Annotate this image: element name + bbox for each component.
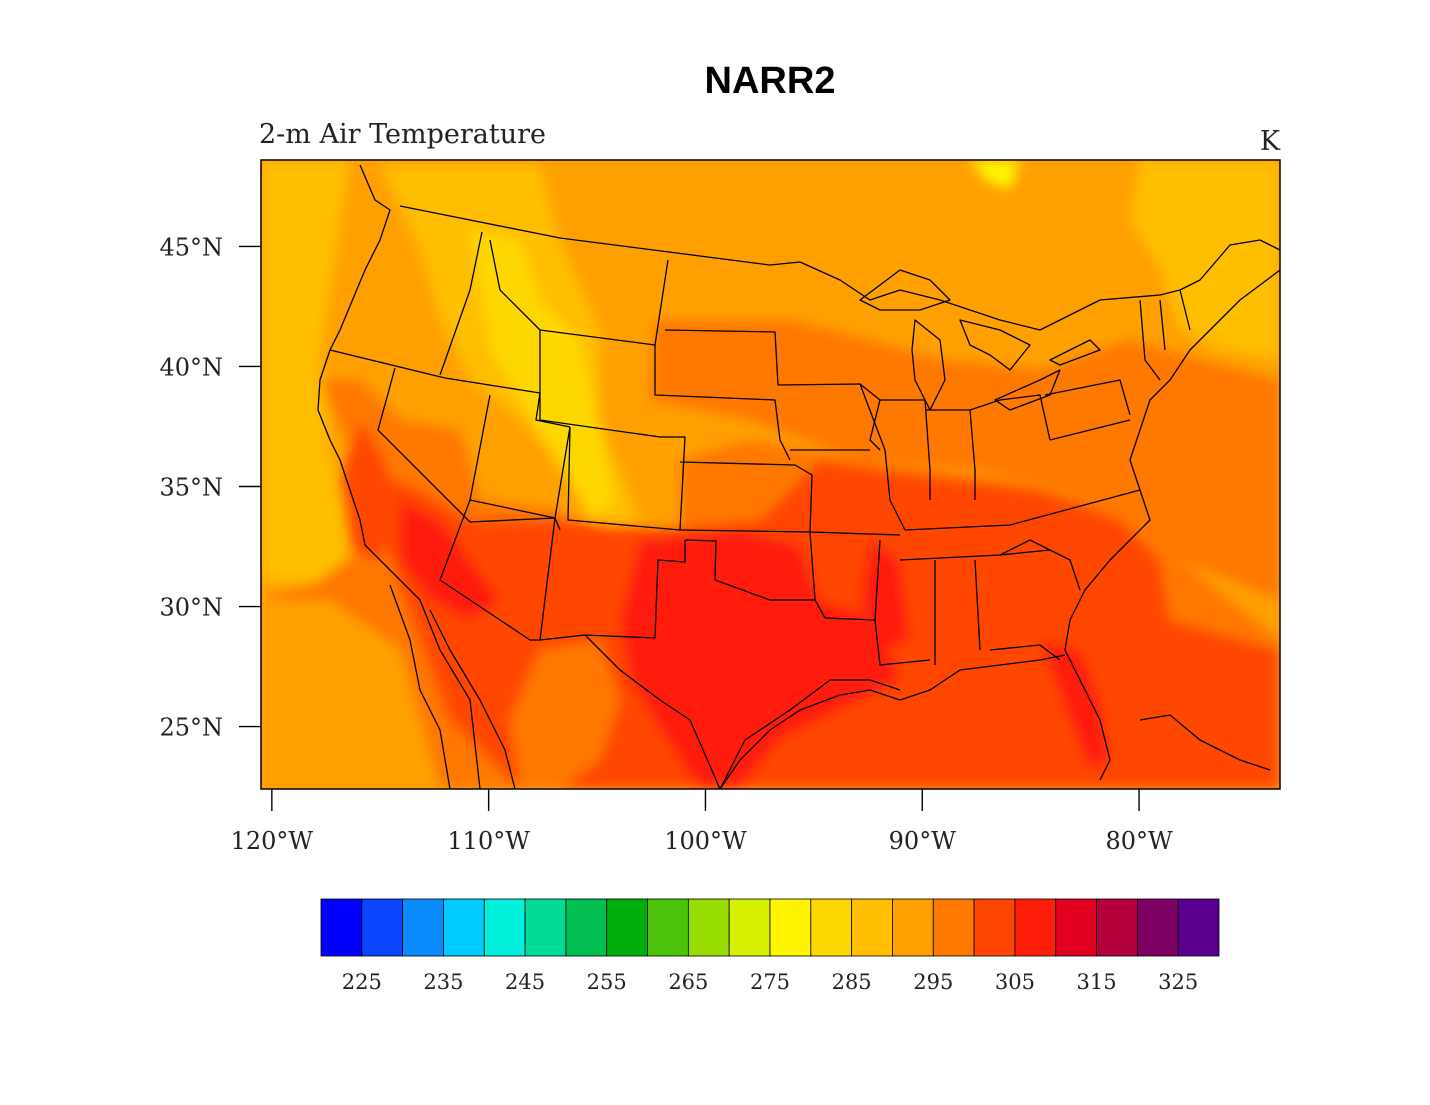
state-and-coast-boundaries xyxy=(317,164,1280,789)
lon-tick-label: 80°W xyxy=(1105,827,1173,855)
map-frame xyxy=(260,159,1281,790)
variable-subtitle: 2-m Air Temperature xyxy=(259,119,546,150)
colorbar-label: 275 xyxy=(750,970,790,994)
colorbar-swatch xyxy=(1136,898,1179,957)
latitude-axis: 25°N 30°N 35°N 40°N 45°N xyxy=(159,233,261,742)
longitude-axis: 120°W 110°W 100°W 90°W 80°W xyxy=(231,789,1173,855)
lat-tick-label: 40°N xyxy=(159,353,223,381)
colorbar-swatch xyxy=(1014,898,1057,957)
colorbar-swatch xyxy=(728,898,771,957)
colorbar-swatch xyxy=(647,898,689,957)
colorbar-label: 285 xyxy=(832,970,872,994)
colorbar-swatch xyxy=(320,898,363,957)
colorbar-swatch xyxy=(483,898,526,957)
lon-tick-label: 100°W xyxy=(664,827,747,855)
colorbar-swatch xyxy=(565,898,608,957)
colorbar-swatch xyxy=(810,898,853,957)
temperature-field xyxy=(261,160,1280,789)
colorbar-label: 305 xyxy=(995,970,1035,994)
lon-tick-label: 90°W xyxy=(889,827,957,855)
colorbar-swatch xyxy=(1177,898,1220,957)
colorbar-swatch xyxy=(851,898,893,957)
lon-tick-label: 120°W xyxy=(231,827,314,855)
lon-tick-label: 110°W xyxy=(447,827,530,855)
colorbar-swatch xyxy=(1096,898,1138,957)
colorbar-swatch xyxy=(402,898,444,957)
colorbar: 225 235 245 255 265 275 285 295 305 315 325 xyxy=(320,898,1220,994)
lat-tick-label: 45°N xyxy=(159,233,223,261)
colorbar-label: 225 xyxy=(342,970,382,994)
colorbar-swatch xyxy=(443,898,485,957)
colorbar-swatch xyxy=(361,898,404,957)
figure-title: NARR2 xyxy=(705,60,836,102)
units-label: K xyxy=(1260,126,1281,157)
lat-tick-label: 30°N xyxy=(159,594,223,622)
colorbar-swatch xyxy=(769,898,812,957)
colorbar-label: 235 xyxy=(423,970,463,994)
colorbar-swatch xyxy=(524,898,567,957)
lat-tick-label: 35°N xyxy=(159,474,223,502)
colorbar-swatch xyxy=(932,898,975,957)
colorbar-swatch xyxy=(687,898,730,957)
lat-tick-label: 25°N xyxy=(159,714,223,742)
colorbar-swatch xyxy=(1055,898,1097,957)
colorbar-swatch xyxy=(892,898,934,957)
colorbar-label: 295 xyxy=(913,970,953,994)
colorbar-label: 255 xyxy=(587,970,627,994)
colorbar-label: 245 xyxy=(505,970,545,994)
colorbar-label: 265 xyxy=(668,970,708,994)
colorbar-swatch xyxy=(606,898,648,957)
colorbar-label: 315 xyxy=(1076,970,1116,994)
colorbar-label: 325 xyxy=(1158,970,1198,994)
colorbar-swatch xyxy=(973,898,1016,957)
